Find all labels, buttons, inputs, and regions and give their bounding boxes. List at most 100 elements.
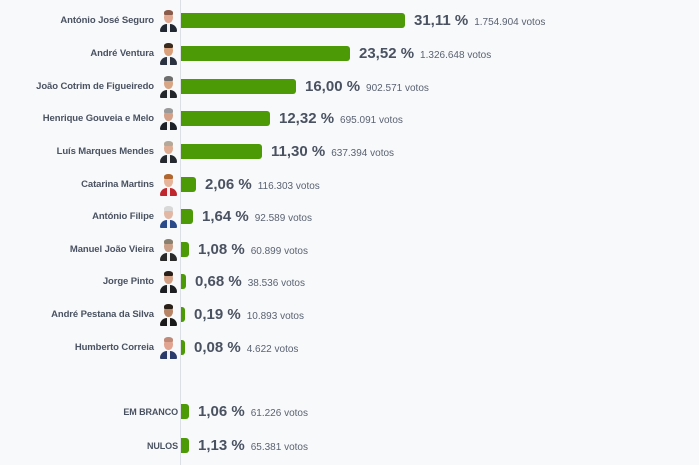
percentage-value: 1,06 %: [198, 403, 245, 420]
vote-count: 695.091 votos: [340, 115, 403, 126]
result-bar: [181, 340, 185, 355]
photo-head: [164, 338, 173, 350]
result-row[interactable]: Luís Marques Mendes 11,30 % 637.394 votos: [0, 137, 699, 167]
photo-hair: [164, 304, 173, 309]
photo-hair: [164, 76, 173, 81]
result-row[interactable]: Henrique Gouveia e Melo 12,32 % 695.091 vo…: [0, 104, 699, 134]
candidate-photo-icon: [160, 336, 177, 359]
result-row[interactable]: Humberto Correia 0,08 % 4.622 votos: [0, 333, 699, 363]
vote-count: 1.326.648 votos: [420, 50, 492, 61]
percentage-label: 0,68 % 38.536 votos: [195, 267, 305, 297]
photo-head: [164, 272, 173, 284]
photo-shirt: [167, 285, 170, 293]
percentage-label: 2,06 % 116.303 votos: [205, 170, 320, 200]
result-bar: [181, 404, 189, 419]
photo-shirt: [167, 318, 170, 326]
vote-count: 38.536 votos: [247, 278, 305, 289]
percentage-label: 23,52 % 1.326.648 votos: [359, 39, 491, 69]
photo-hair: [164, 108, 173, 113]
percentage-value: 0,08 %: [194, 339, 241, 356]
photo-head: [164, 175, 173, 187]
candidate-photo-icon: [160, 9, 177, 32]
candidate-name: Catarina Martins: [81, 179, 154, 190]
percentage-label: 11,30 % 637.394 votos: [271, 137, 394, 167]
candidate-name: António Filipe: [92, 211, 154, 222]
photo-hair: [164, 206, 173, 211]
candidate-name: Manuel João Vieira: [69, 244, 154, 255]
candidate-name: Humberto Correia: [74, 342, 154, 353]
result-bar: [181, 438, 189, 453]
percentage-label: 1,64 % 92.589 votos: [202, 202, 312, 232]
vote-count: 4.622 votos: [246, 344, 299, 355]
photo-head: [164, 44, 173, 56]
percentage-label: 12,32 % 695.091 votos: [279, 104, 403, 134]
percentage-value: 11,30 %: [271, 143, 326, 160]
result-bar: [181, 209, 193, 224]
percentage-value: 0,19 %: [194, 306, 241, 323]
vote-count: 65.381 votos: [250, 442, 308, 453]
photo-hair: [164, 239, 173, 244]
result-row[interactable]: António José Seguro 31,11 % 1.754.904 voto…: [0, 6, 699, 36]
candidate-photo-icon: [160, 303, 177, 326]
result-bar: [181, 13, 405, 28]
percentage-label: 0,19 % 10.893 votos: [194, 300, 304, 330]
candidate-name: André Pestana da Silva: [51, 309, 154, 320]
percentage-label: 16,00 % 902.571 votos: [305, 72, 429, 102]
candidate-name: Jorge Pinto: [102, 276, 154, 287]
candidate-name: André Ventura: [90, 48, 154, 59]
candidate-photo-icon: [160, 205, 177, 228]
candidate-name: Luís Marques Mendes: [56, 146, 154, 157]
candidate-photo-icon: [160, 270, 177, 293]
result-row[interactable]: EM BRANCO 1,06 % 61.226 votos: [0, 397, 699, 427]
photo-hair: [164, 43, 173, 48]
candidate-name: EM BRANCO: [123, 407, 178, 417]
result-row[interactable]: André Ventura 23,52 % 1.326.648 votos: [0, 39, 699, 69]
result-row[interactable]: João Cotrim de Figueiredo 16,00 % 902.571 …: [0, 72, 699, 102]
result-row[interactable]: Jorge Pinto 0,68 % 38.536 votos: [0, 267, 699, 297]
result-bar: [181, 79, 296, 94]
photo-head: [164, 11, 173, 23]
percentage-label: 1,08 % 60.899 votos: [198, 235, 308, 265]
vote-count: 902.571 votos: [366, 83, 429, 94]
percentage-value: 16,00 %: [305, 78, 361, 95]
photo-shirt: [167, 122, 170, 130]
percentage-label: 0,08 % 4.622 votos: [194, 333, 298, 363]
percentage-value: 12,32 %: [279, 110, 335, 127]
vote-count: 61.226 votos: [250, 408, 308, 419]
percentage-label: 31,11 % 1.754.904 votos: [414, 6, 545, 36]
percentage-value: 1,13 %: [198, 437, 245, 454]
photo-head: [164, 207, 173, 219]
photo-head: [164, 109, 173, 121]
percentage-value: 0,68 %: [195, 273, 242, 290]
axis-line: [180, 0, 181, 465]
candidate-name: António José Seguro: [60, 15, 154, 26]
result-row[interactable]: André Pestana da Silva 0,19 % 10.893 votos: [0, 300, 699, 330]
candidate-name: Henrique Gouveia e Melo: [42, 113, 154, 124]
percentage-value: 1,08 %: [198, 241, 245, 258]
candidate-photo-icon: [160, 75, 177, 98]
percentage-value: 31,11 %: [414, 12, 469, 29]
percentage-value: 1,64 %: [202, 208, 249, 225]
vote-count: 60.899 votos: [250, 246, 308, 257]
vote-count: 1.754.904 votos: [474, 17, 546, 28]
result-row[interactable]: Manuel João Vieira 1,08 % 60.899 votos: [0, 235, 699, 265]
photo-shirt: [167, 220, 170, 228]
result-bar: [181, 274, 186, 289]
result-bar: [181, 177, 196, 192]
result-bar: [181, 46, 350, 61]
result-row[interactable]: António Filipe 1,64 % 92.589 votos: [0, 202, 699, 232]
candidate-photo-icon: [160, 238, 177, 261]
candidate-name: João Cotrim de Figueiredo: [36, 81, 154, 92]
photo-hair: [164, 337, 173, 342]
photo-shirt: [167, 24, 170, 32]
result-row[interactable]: Catarina Martins 2,06 % 116.303 votos: [0, 170, 699, 200]
candidate-photo-icon: [160, 107, 177, 130]
vote-count: 10.893 votos: [246, 311, 304, 322]
percentage-value: 23,52 %: [359, 45, 415, 62]
percentage-value: 2,06 %: [205, 176, 252, 193]
result-row[interactable]: NULOS 1,13 % 65.381 votos: [0, 431, 699, 461]
photo-hair: [164, 141, 173, 146]
candidate-name: NULOS: [146, 441, 178, 451]
photo-shirt: [167, 188, 170, 196]
